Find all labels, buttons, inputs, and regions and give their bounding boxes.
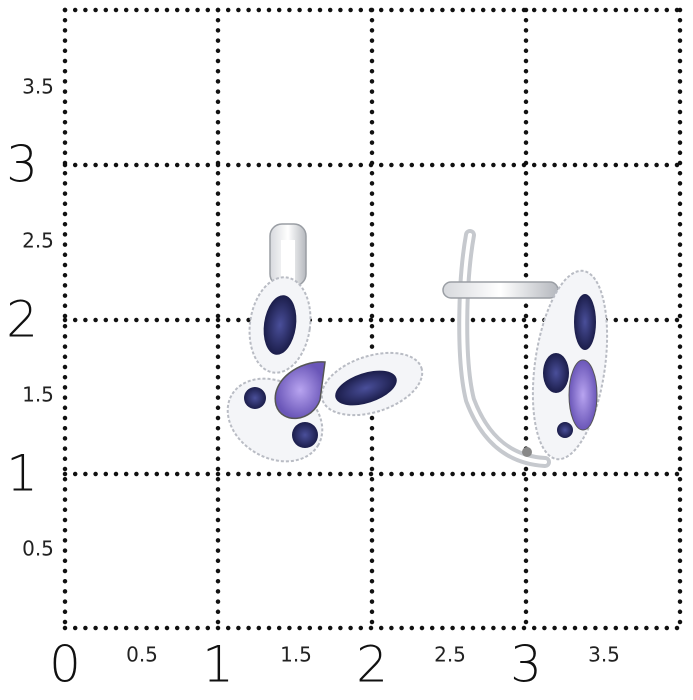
y-minor-label: 3.5 (22, 75, 54, 99)
x-major-label: 2 (356, 636, 388, 694)
x-major-label: 3 (510, 636, 542, 694)
y-minor-label: 0.5 (22, 537, 54, 561)
y-major-label: 1 (6, 445, 38, 503)
x-major-label: 1 (202, 636, 234, 694)
y-minor-label: 1.5 (22, 383, 54, 407)
x-minor-label: 3.5 (588, 643, 620, 667)
grid (62, 7, 683, 631)
front-earring (226, 223, 424, 463)
y-labels: 1 2 3 0.5 1.5 2.5 3.5 (6, 75, 54, 561)
x-labels: 0 1 2 3 0.5 1.5 2.5 3.5 (49, 636, 620, 694)
x-major-label: 0 (49, 636, 81, 694)
side-earring (442, 229, 609, 468)
x-minor-label: 1.5 (280, 643, 312, 667)
x-minor-label: 0.5 (126, 643, 158, 667)
y-major-label: 3 (6, 136, 38, 194)
y-minor-label: 2.5 (22, 229, 54, 253)
x-minor-label: 2.5 (434, 643, 466, 667)
y-major-label: 2 (6, 291, 38, 349)
